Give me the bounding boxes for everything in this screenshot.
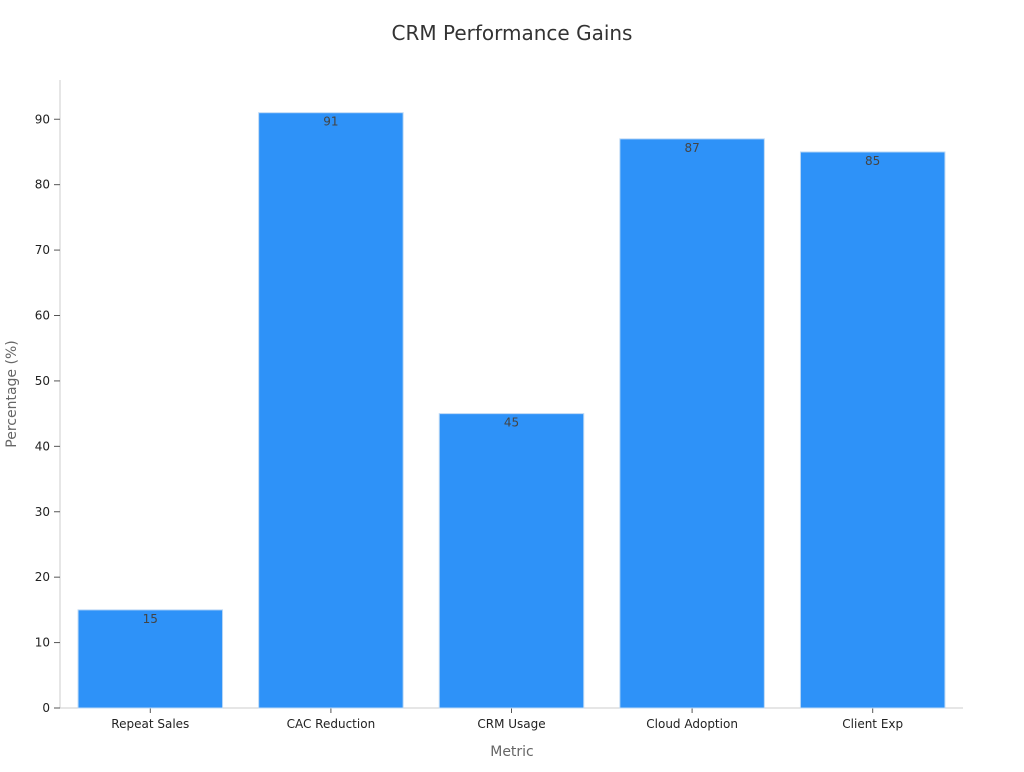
y-tick-label: 50 bbox=[35, 374, 50, 388]
data-labels: 15 91 45 87 85 bbox=[143, 115, 881, 626]
y-tick-label: 60 bbox=[35, 309, 50, 323]
bar-value-label: 15 bbox=[143, 612, 158, 626]
bar bbox=[77, 609, 224, 709]
bar bbox=[258, 112, 404, 709]
x-axis-label: Metric bbox=[490, 744, 534, 760]
y-tick-label: 70 bbox=[35, 243, 50, 257]
x-tick-label: CRM Usage bbox=[477, 717, 545, 731]
y-axis: 0 10 20 30 40 50 60 70 80 90 bbox=[35, 80, 61, 715]
y-tick-label: 30 bbox=[35, 505, 50, 519]
bar-value-label: 91 bbox=[323, 115, 338, 129]
y-tick-label: 90 bbox=[35, 112, 50, 126]
chart-title: CRM Performance Gains bbox=[392, 21, 633, 45]
y-tick-label: 20 bbox=[35, 570, 50, 584]
y-axis-label: Percentage (%) bbox=[4, 340, 20, 447]
bar bbox=[799, 151, 946, 709]
bar-value-label: 87 bbox=[684, 141, 699, 155]
bar bbox=[438, 413, 585, 709]
x-tick-label: CAC Reduction bbox=[287, 717, 376, 731]
x-tick-label: Repeat Sales bbox=[111, 717, 189, 731]
y-tick-label: 10 bbox=[35, 636, 50, 650]
bar bbox=[619, 138, 765, 709]
x-tick-label: Cloud Adoption bbox=[646, 717, 738, 731]
y-tick-label: 0 bbox=[42, 701, 50, 715]
bar-value-label: 85 bbox=[865, 154, 880, 168]
bar-value-label: 45 bbox=[504, 416, 519, 430]
bars bbox=[77, 112, 946, 709]
y-tick-label: 80 bbox=[35, 178, 50, 192]
x-axis: Repeat Sales CAC Reduction CRM Usage Cloud … bbox=[60, 707, 963, 731]
x-tick-label: Client Exp bbox=[842, 717, 903, 731]
y-tick-label: 40 bbox=[35, 439, 50, 453]
